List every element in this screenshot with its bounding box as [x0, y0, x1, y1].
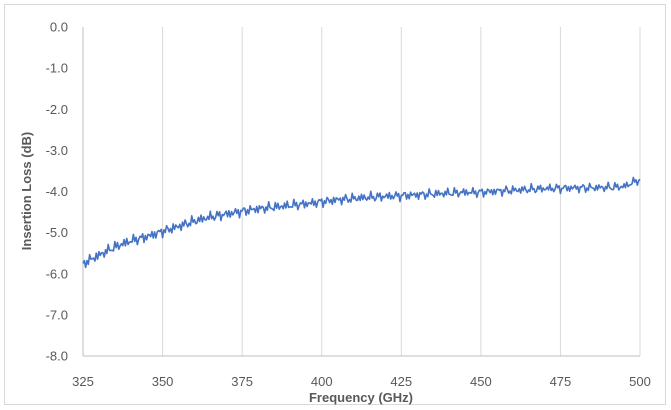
x-tick-label: 325: [72, 374, 94, 389]
x-tick-label: 375: [231, 374, 253, 389]
x-tick-label: 450: [470, 374, 492, 389]
x-tick-label: 400: [311, 374, 333, 389]
x-axis-title: Frequency (GHz): [309, 390, 413, 405]
y-tick-label: -6.0: [46, 266, 68, 281]
x-tick-labels: 325 350 375 400 425 450 475 500: [72, 374, 651, 389]
y-tick-labels: 0.0 -1.0 -2.0 -3.0 -4.0 -5.0 -6.0 -7.0 -8.0: [46, 20, 68, 364]
y-tick-label: -1.0: [46, 61, 68, 76]
y-axis-title: Insertion Loss (dB): [19, 132, 34, 250]
grid-lines: [83, 27, 640, 356]
insertion-loss-series-line: [83, 177, 640, 267]
y-tick-label: -7.0: [46, 307, 68, 322]
series-layer: [83, 177, 640, 267]
y-tick-label: 0.0: [50, 20, 68, 35]
y-tick-label: -4.0: [46, 184, 68, 199]
x-tick-label: 475: [550, 374, 572, 389]
y-tick-label: -3.0: [46, 143, 68, 158]
x-tick-label: 425: [390, 374, 412, 389]
x-tick-label: 500: [629, 374, 651, 389]
x-tick-label: 350: [152, 374, 174, 389]
y-tick-label: -5.0: [46, 225, 68, 240]
y-tick-label: -8.0: [46, 349, 68, 364]
y-tick-label: -2.0: [46, 102, 68, 117]
